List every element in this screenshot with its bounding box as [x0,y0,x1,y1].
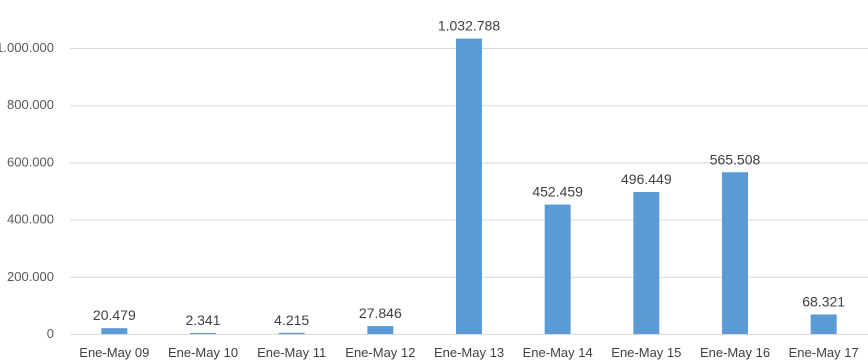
x-tick-label: Ene-May 14 [523,345,593,360]
x-axis-tick-labels: Ene-May 09 Ene-May 10 Ene-May 11 Ene-May 12… [79,345,858,360]
x-tick-label: Ene-May 16 [700,345,770,360]
y-tick-label: 1.000.000 [0,40,54,55]
data-label: 565.508 [710,151,761,167]
data-label: 496.449 [621,171,672,187]
data-label: 68.321 [802,293,845,309]
bar [722,172,748,334]
y-tick-label: 0 [47,326,54,341]
y-tick-label: 400.000 [7,212,54,227]
x-tick-label: Ene-May 11 [257,345,326,360]
x-tick-label: Ene-May 09 [79,345,149,360]
data-label: 1.032.788 [438,18,500,34]
data-label: 452.459 [532,184,583,200]
bar [190,333,216,334]
bar [456,38,482,335]
bars [101,38,837,335]
bar [544,204,571,334]
x-tick-label: Ene-May 12 [345,345,415,360]
y-tick-label: 600.000 [7,154,54,169]
x-tick-label: Ene-May 15 [611,345,681,360]
bar [101,328,128,334]
y-axis-tick-labels: 0 200.000 400.000 600.000 800.000 1.000.000 [0,40,54,341]
bar [367,326,394,334]
data-label: 20.479 [93,307,136,323]
x-tick-label: Ene-May 13 [434,345,504,360]
data-label: 27.846 [359,305,402,321]
data-label: 4.215 [274,312,309,328]
data-label: 2.341 [185,312,220,328]
data-labels: 20.479 2.341 4.215 27.846 1.032.788 452.459 49… [93,18,845,328]
x-tick-label: Ene-May 10 [168,345,238,360]
x-tick-label: Ene-May 17 [789,345,859,360]
y-tick-label: 800.000 [7,97,54,112]
y-tick-label: 200.000 [7,269,54,284]
bar [278,332,305,334]
bar [633,192,660,334]
bar [810,314,837,334]
